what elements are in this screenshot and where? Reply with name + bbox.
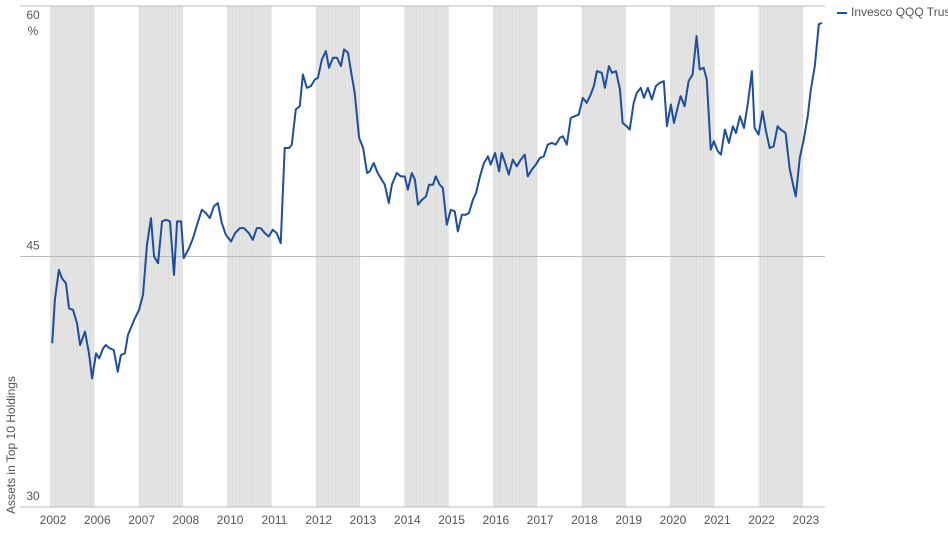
x-tick-label: 2018 — [571, 513, 598, 527]
x-tick-label: 2023 — [793, 513, 820, 527]
x-tick-label: 2002 — [40, 513, 67, 527]
x-tick-label: 2011 — [262, 513, 288, 527]
series-line — [51, 21, 823, 380]
y-tick-label: 60 — [26, 8, 40, 22]
y-axis-title: Assets in Top 10 Holdings — [4, 376, 18, 514]
x-tick-label: 2015 — [438, 513, 465, 527]
x-tick-label: 2017 — [527, 513, 554, 527]
x-tick-label: 2020 — [660, 513, 687, 527]
x-tick-label: 2013 — [350, 513, 377, 527]
x-tick-label: 2007 — [128, 513, 155, 527]
x-tick-label: 2006 — [84, 513, 111, 527]
x-tick-label: 2010 — [217, 513, 244, 527]
y-tick-label: 30 — [26, 489, 40, 503]
x-tick-label: 2014 — [394, 513, 421, 527]
y-unit: % — [28, 24, 39, 38]
x-tick-label: 2021 — [704, 513, 731, 527]
x-tick-label: 2016 — [483, 513, 510, 527]
legend-label: Invesco QQQ Trust — [851, 5, 948, 19]
x-tick-label: 2012 — [305, 513, 332, 527]
y-tick-label: 45 — [26, 239, 40, 253]
x-tick-label: 2022 — [748, 513, 775, 527]
x-tick-label: 2019 — [615, 513, 642, 527]
x-tick-label: 2008 — [173, 513, 200, 527]
